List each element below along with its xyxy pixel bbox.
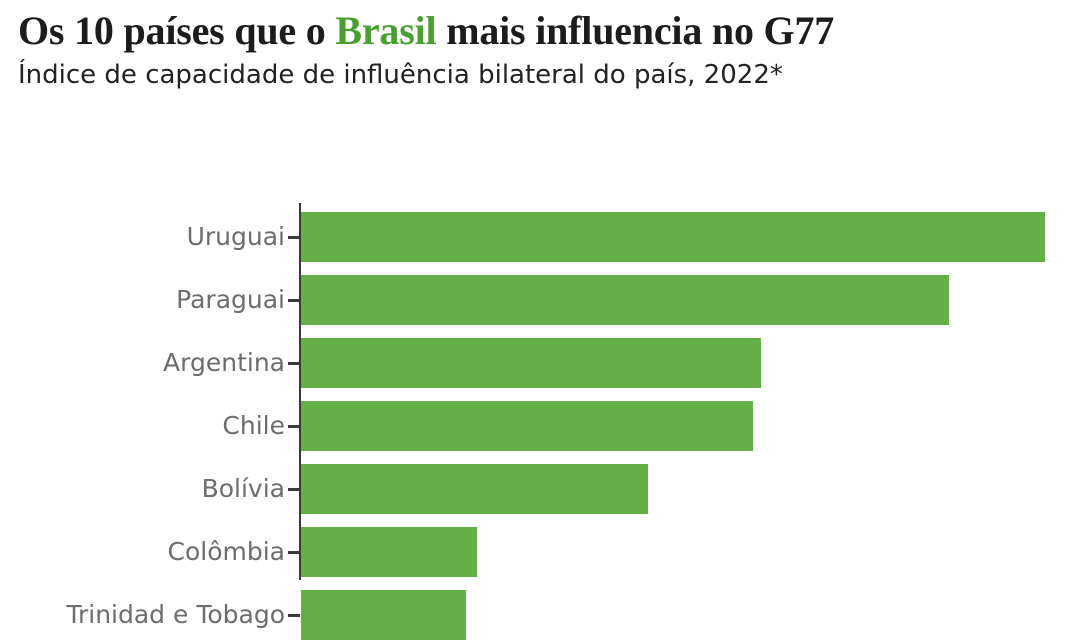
y-axis-tick-label: Trinidad e Tobago [66,600,285,629]
y-axis-tick [288,425,300,428]
plot-area: Uruguai Paraguai Argentina Chile Bolívia Colô… [66,203,1045,640]
y-axis-tick [288,551,300,554]
bar[interactable] [301,275,949,325]
y-axis-tick [288,614,300,617]
chart-title-highlight: Brasil [335,8,437,53]
y-axis-tick [288,488,300,491]
y-axis-tick [288,299,300,302]
y-axis-tick-label: Colômbia [167,537,285,566]
y-axis-tick-label: Argentina [163,348,285,377]
bar[interactable] [301,338,761,388]
y-axis-tick [288,236,300,239]
chart-subtitle: Índice de capacidade de influência bilat… [18,60,783,90]
y-axis-tick-label: Bolívia [201,474,285,503]
chart-header: Os 10 países que o Brasil mais influenci… [18,8,1058,92]
bar[interactable] [301,464,648,514]
chart-title-part1: Os 10 países que o [18,8,336,53]
bar[interactable] [301,212,1045,262]
bar[interactable] [301,527,477,577]
chart-root: Os 10 países que o Brasil mais influenci… [18,8,1058,640]
y-axis-tick-label: Uruguai [186,222,285,251]
chart-title: Os 10 países que o Brasil mais influenci… [18,8,1058,54]
y-axis-line [299,203,301,580]
bar[interactable] [301,401,753,451]
chart-title-part2: mais influencia no G77 [436,8,835,53]
y-axis-tick-label: Chile [222,411,285,440]
y-axis-tick [288,362,300,365]
bar[interactable] [301,590,466,640]
y-axis-tick-label: Paraguai [176,285,285,314]
